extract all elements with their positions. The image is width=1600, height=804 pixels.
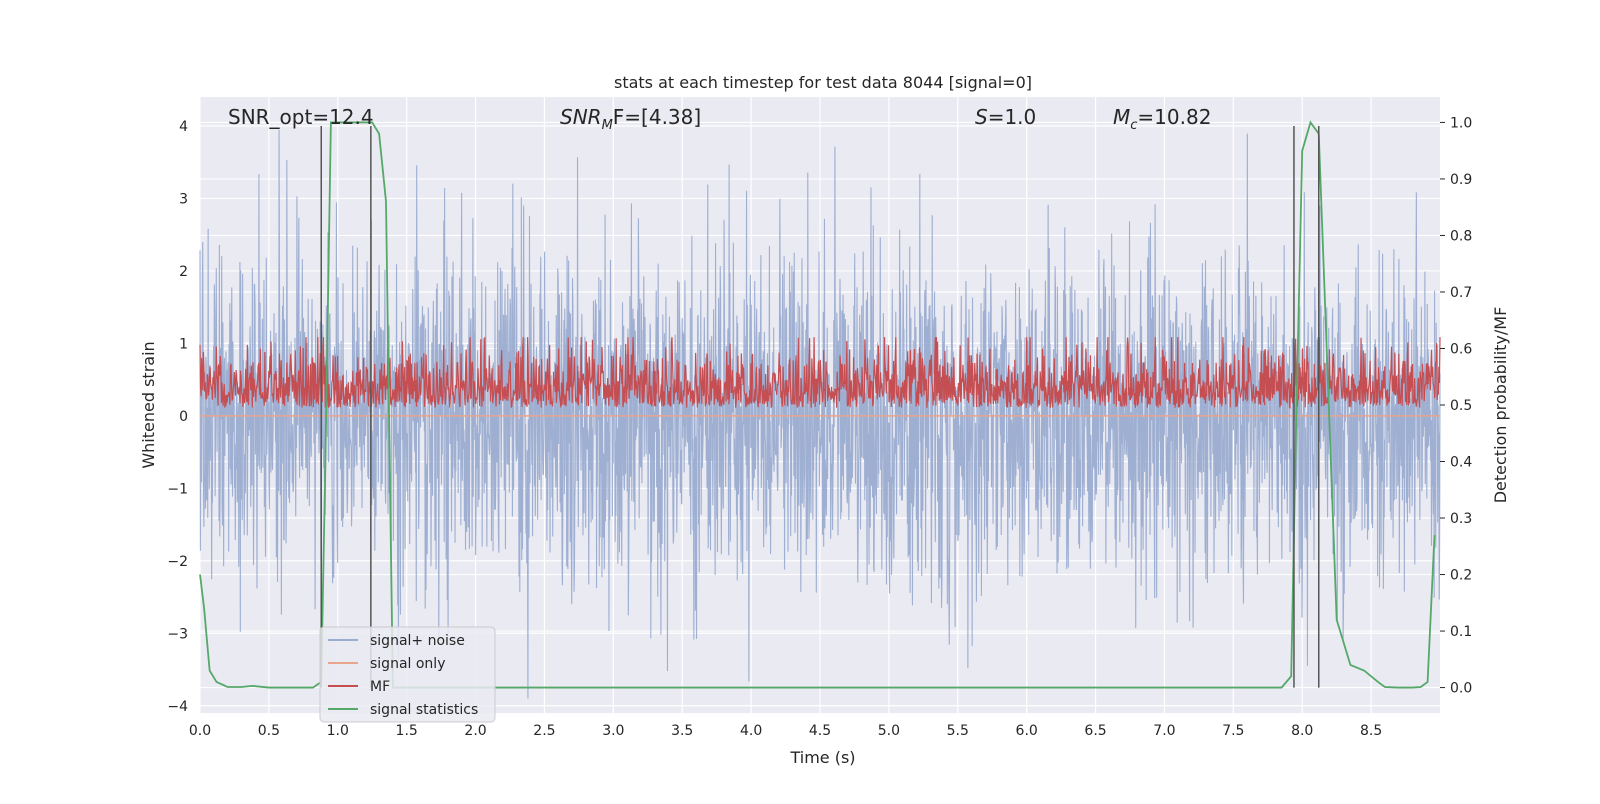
y-left-tick-label: −3 <box>167 626 188 642</box>
y-left-tick-label: −1 <box>167 481 188 497</box>
x-tick-label: 0.0 <box>189 723 211 739</box>
series-signal-statistics <box>199 120 1436 689</box>
x-tick-label: 6.5 <box>1084 723 1106 739</box>
legend-entry-label: signal+ noise <box>370 633 465 649</box>
x-tick-label: 2.0 <box>464 723 486 739</box>
y-axis-left-label: Whitened strain <box>139 341 158 468</box>
y-left-tick-label: 4 <box>179 119 188 135</box>
y-right-tick-label: 0.2 <box>1450 568 1472 584</box>
x-tick-label: 7.5 <box>1222 723 1244 739</box>
legend-entry-label: signal statistics <box>370 702 478 718</box>
y-right-tick-label: 0.9 <box>1450 172 1472 188</box>
y-right-tick-label: 0.3 <box>1450 511 1472 527</box>
mc-value: =10.82 <box>1137 105 1211 129</box>
snr-mf-symbol: SNR <box>560 105 602 129</box>
x-tick-label: 5.5 <box>947 723 969 739</box>
x-tick-label: 5.0 <box>878 723 900 739</box>
x-tick-label: 8.5 <box>1360 723 1382 739</box>
legend-entry-label: MF <box>370 679 390 695</box>
x-tick-label: 4.0 <box>740 723 762 739</box>
series-layer <box>199 120 1441 699</box>
x-tick-label: 3.0 <box>602 723 624 739</box>
y-left-tick-label: 2 <box>179 264 188 280</box>
x-tick-label: 7.0 <box>1153 723 1175 739</box>
x-tick-label: 2.5 <box>533 723 555 739</box>
y-left-tick-label: −4 <box>167 699 188 715</box>
y-axis-right-label: Detection probability/MF <box>1491 307 1510 504</box>
x-tick-label: 8.0 <box>1291 723 1313 739</box>
y-right-tick-label: 0.5 <box>1450 398 1472 414</box>
y-right-tick-label: 0.6 <box>1450 341 1472 357</box>
y-left-tick-label: −2 <box>167 554 188 570</box>
y-right-tick-label: 0.8 <box>1450 228 1472 244</box>
x-axis-label: Time (s) <box>789 748 855 767</box>
x-tick-label: 4.5 <box>809 723 831 739</box>
x-tick-label: 1.5 <box>396 723 418 739</box>
mc-symbol: M <box>1113 105 1130 129</box>
snr-mf-value: F=[4.38] <box>613 105 701 129</box>
s-value: =1.0 <box>988 105 1037 129</box>
y-right-tick-label: 0.0 <box>1450 681 1472 697</box>
y-right-tick-label: 0.1 <box>1450 624 1472 640</box>
annotation-snr-mf: SNRMF=[4.38] <box>560 105 701 133</box>
y-right-tick-label: 0.4 <box>1450 455 1472 471</box>
grid-lines <box>199 97 1440 713</box>
annotation-s: S=1.0 <box>975 105 1036 129</box>
annotation-mc: Mc=10.82 <box>1113 105 1211 133</box>
legend: signal+ noise signal only MF signal statist… <box>319 626 496 723</box>
y-right-tick-label: 1.0 <box>1450 115 1472 131</box>
y-left-tick-label: 3 <box>179 191 188 207</box>
legend-entry-label: signal only <box>370 656 445 672</box>
x-tick-label: 3.5 <box>671 723 693 739</box>
axes: 0.0 0.5 1.0 1.5 2.0 2.5 3.0 3.5 4.0 4.5 5.0 5.5 6.0 6… <box>167 115 1472 739</box>
y-right-tick-label: 0.7 <box>1450 285 1472 301</box>
snr-mf-subscript: M <box>602 118 613 133</box>
x-tick-label: 6.0 <box>1016 723 1038 739</box>
x-tick-label: 0.5 <box>258 723 280 739</box>
y-left-tick-label: 1 <box>179 336 188 352</box>
chart-title: stats at each timestep for test data 804… <box>614 73 1032 92</box>
y-left-tick-label: 0 <box>179 409 188 425</box>
mc-subscript: c <box>1130 118 1137 133</box>
annotation-snr-opt: SNR_opt=12.4 <box>228 105 374 129</box>
s-symbol: S <box>975 105 988 129</box>
series-mf <box>199 337 1441 409</box>
x-tick-label: 1.0 <box>327 723 349 739</box>
legend-box <box>319 626 496 723</box>
